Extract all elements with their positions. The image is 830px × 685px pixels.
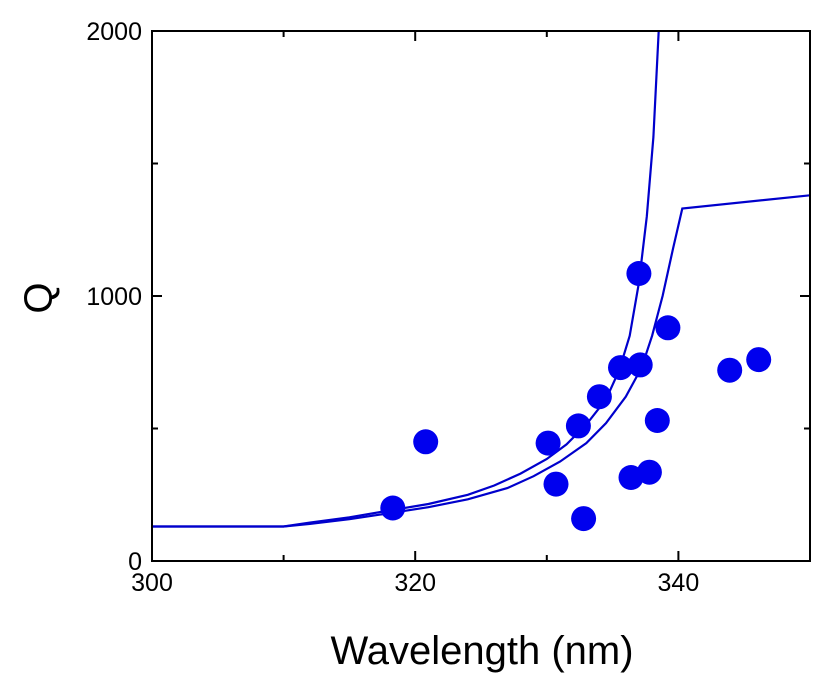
y-axis-title: Q bbox=[17, 282, 61, 313]
data-point bbox=[543, 471, 569, 497]
data-point bbox=[571, 506, 597, 532]
x-tick-label: 300 bbox=[131, 569, 173, 597]
data-point bbox=[746, 347, 772, 373]
data-point bbox=[644, 408, 670, 433]
x-tick-label: 340 bbox=[658, 569, 700, 597]
y-tick-label: 1000 bbox=[86, 283, 142, 311]
data-point bbox=[586, 384, 612, 410]
model-upper-line bbox=[152, 31, 660, 528]
tick-labels: 300 320 340 0 1000 2000 bbox=[86, 18, 699, 597]
axis-ticks bbox=[151, 30, 811, 562]
data-point bbox=[413, 429, 439, 455]
data-point bbox=[608, 355, 633, 381]
model-lower-line bbox=[152, 194, 810, 528]
data-points bbox=[380, 261, 772, 532]
data-point bbox=[535, 430, 561, 456]
x-tick-label: 320 bbox=[394, 569, 436, 597]
data-point bbox=[655, 315, 681, 341]
plot-frame bbox=[151, 30, 811, 562]
y-tick-label: 0 bbox=[128, 548, 142, 576]
data-point bbox=[636, 459, 662, 485]
data-point bbox=[626, 261, 652, 286]
data-point bbox=[380, 495, 406, 521]
data-point bbox=[565, 413, 591, 439]
model-curves bbox=[152, 31, 810, 528]
y-tick-label: 2000 bbox=[86, 18, 142, 46]
data-point bbox=[717, 357, 743, 383]
x-axis-title: Wavelength (nm) bbox=[330, 629, 633, 673]
data-point bbox=[627, 352, 653, 378]
